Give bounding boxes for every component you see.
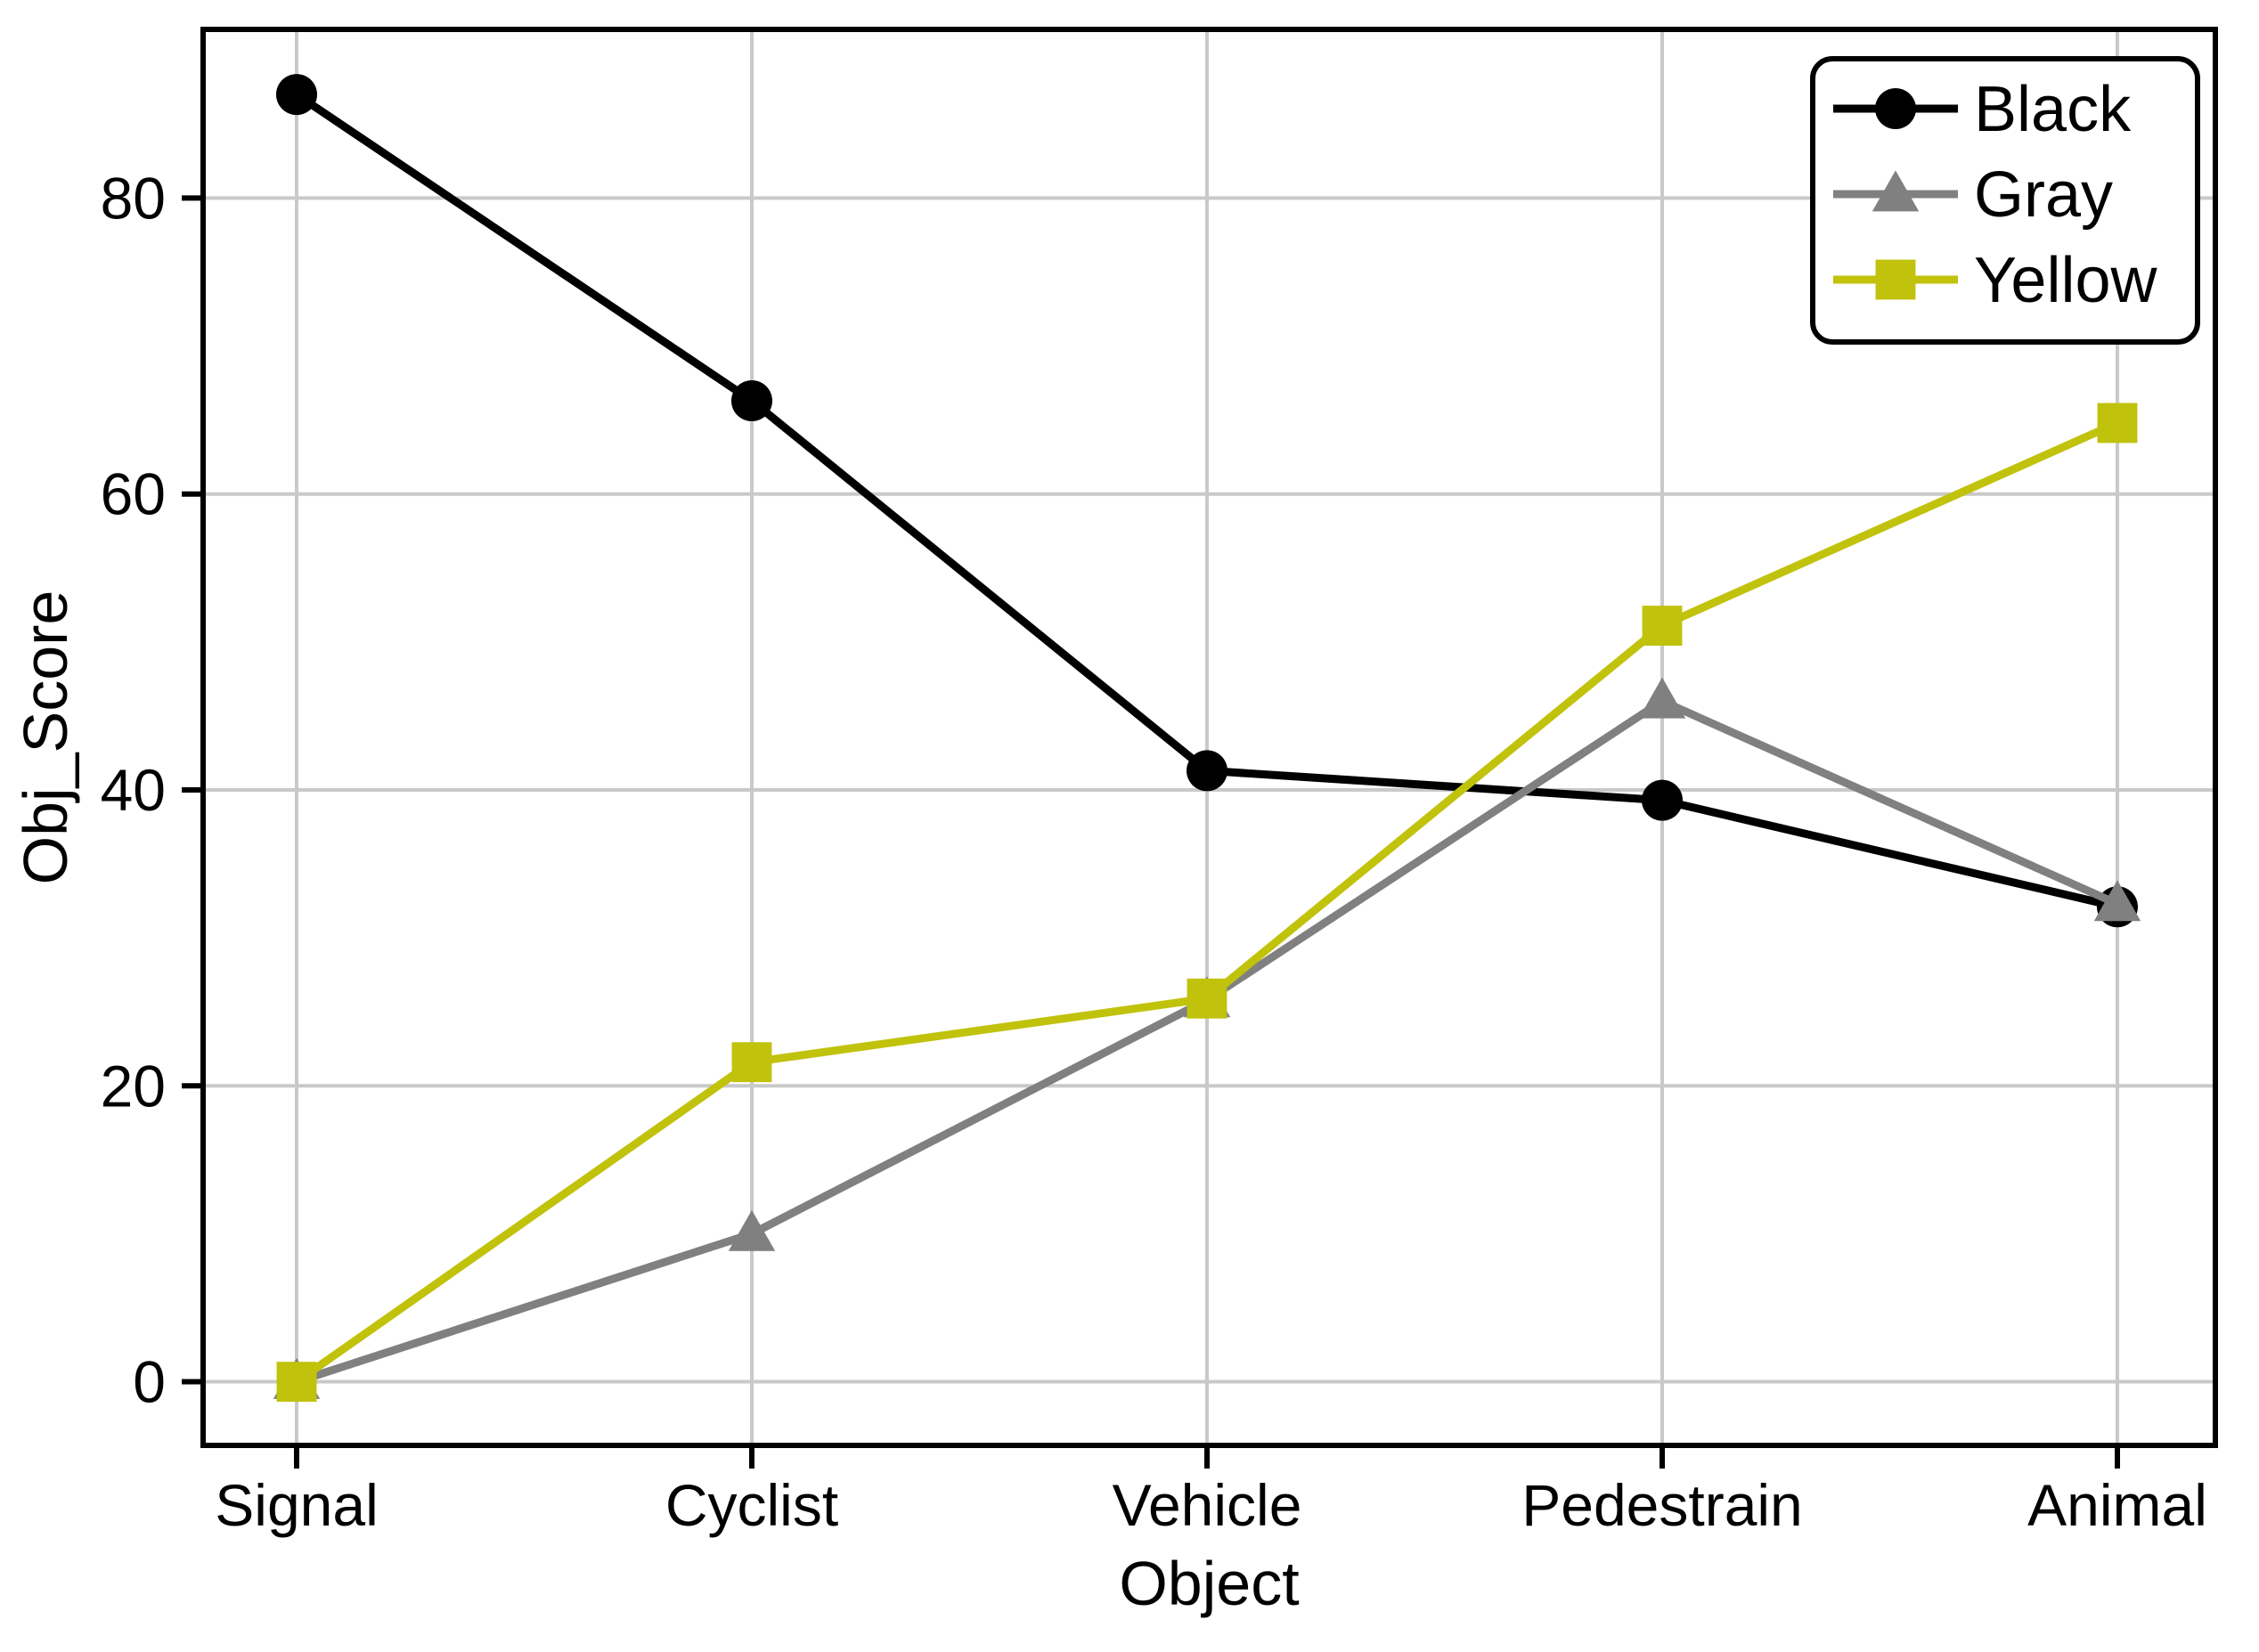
legend-label: Gray	[1974, 159, 2113, 231]
y-tick-label: 40	[101, 757, 166, 823]
data-point-triangle	[1872, 170, 1920, 212]
data-point-circle	[731, 380, 772, 422]
x-tick-label: Vehicle	[1113, 1472, 1302, 1538]
data-point-square	[276, 1362, 317, 1402]
data-point-square	[2097, 403, 2138, 444]
y-tick-label: 80	[101, 165, 166, 231]
legend-label: Black	[1974, 74, 2132, 145]
y-tick-label: 20	[101, 1053, 166, 1119]
legend-entry-gray: Gray	[1833, 159, 2113, 231]
data-point-square	[731, 1042, 772, 1083]
legend-label: Yellow	[1974, 245, 2157, 316]
data-point-square	[1875, 259, 1916, 300]
y-tick-label: 0	[133, 1349, 166, 1415]
data-point-triangle	[2093, 880, 2141, 922]
data-point-triangle	[728, 1209, 776, 1251]
data-point-circle	[1875, 88, 1916, 129]
data-point-triangle	[1638, 677, 1686, 719]
x-tick-label: Pedestrain	[1521, 1472, 1803, 1538]
x-axis-label: Object	[1119, 1549, 1299, 1618]
data-point-square	[1642, 606, 1683, 646]
data-point-circle	[1187, 750, 1227, 792]
x-tick-label: Signal	[215, 1472, 378, 1538]
data-point-square	[1187, 978, 1227, 1019]
y-axis-label: Obj_Score	[11, 590, 80, 885]
y-tick-label: 60	[101, 461, 166, 527]
series-yellow	[276, 403, 2138, 1402]
data-point-circle	[1642, 779, 1683, 821]
legend: Black Gray Yellow	[1810, 56, 2200, 345]
x-tick-label: Animal	[2027, 1472, 2207, 1538]
data-point-circle	[276, 74, 317, 116]
legend-entry-black: Black	[1833, 74, 2132, 145]
x-tick-label: Cyclist	[665, 1472, 838, 1538]
legend-entry-yellow: Yellow	[1833, 245, 2157, 316]
